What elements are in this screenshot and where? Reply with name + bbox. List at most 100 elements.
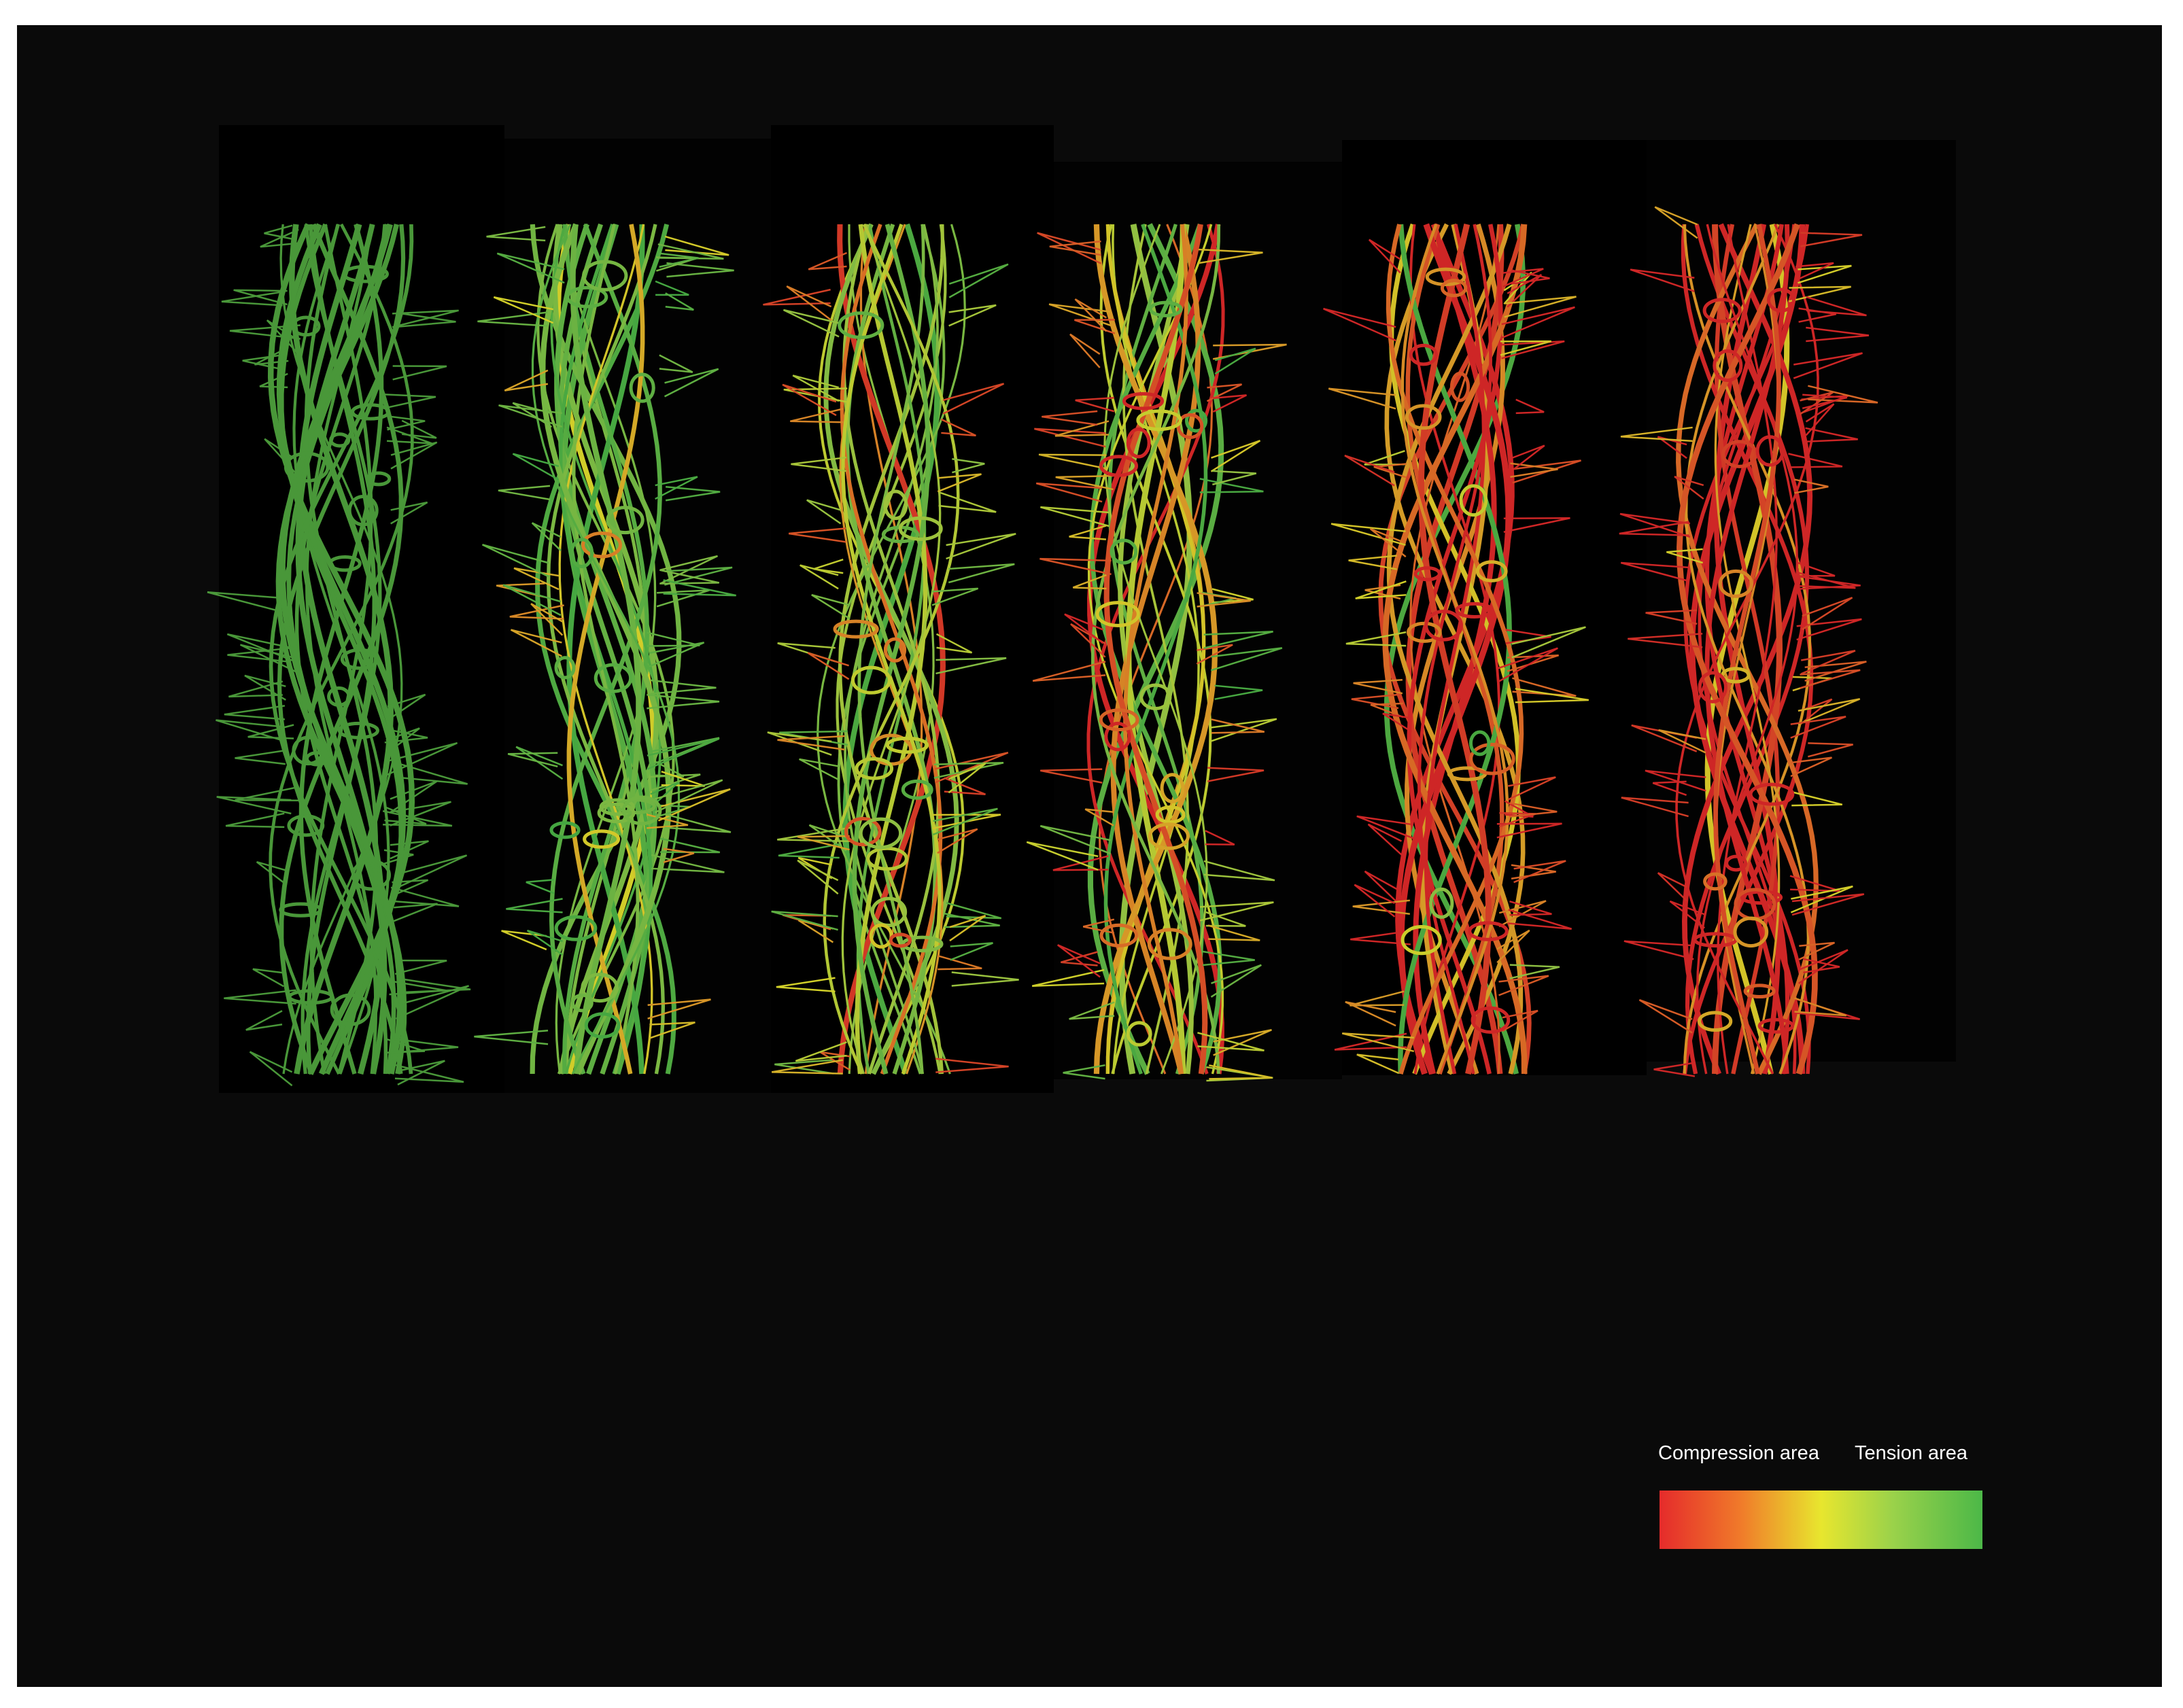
spike: [788, 527, 846, 543]
spike: [1800, 698, 1833, 725]
spike: [1351, 693, 1399, 710]
spike: [260, 228, 299, 248]
spike: [1619, 512, 1691, 538]
spike: [1052, 855, 1109, 871]
spike: [1197, 592, 1251, 608]
spike: [1348, 555, 1397, 570]
spike: [1356, 1053, 1399, 1075]
stress-column: [1323, 223, 1589, 1075]
spike: [502, 584, 562, 616]
strand: [279, 223, 403, 1075]
spike: [946, 533, 1016, 560]
stress-column: [1619, 206, 1878, 1077]
cell: [329, 432, 351, 448]
spike: [387, 693, 426, 721]
spike: [1034, 428, 1106, 448]
spike: [504, 369, 549, 391]
spike: [1031, 969, 1105, 987]
spike: [392, 309, 459, 328]
spike: [221, 291, 283, 307]
spike: [1658, 729, 1706, 754]
spike: [1370, 702, 1404, 718]
spike: [1798, 941, 1836, 960]
spike: [1630, 268, 1695, 292]
spike: [1341, 1032, 1415, 1053]
spike: [400, 763, 468, 785]
spike: [1798, 949, 1849, 984]
spike: [526, 879, 555, 894]
cell: [1110, 538, 1138, 565]
strand: [817, 224, 966, 1075]
cell: [1407, 621, 1442, 643]
cell: [1095, 601, 1140, 627]
spike: [790, 408, 844, 423]
color-scale: [1660, 1491, 1982, 1549]
cell: [901, 779, 933, 800]
spike: [1501, 340, 1565, 360]
spike: [651, 854, 725, 873]
spike: [394, 1038, 459, 1053]
spike: [1212, 394, 1248, 413]
spike: [948, 563, 1015, 584]
strand: [555, 224, 657, 1075]
spike: [1209, 1064, 1273, 1080]
spike: [386, 742, 458, 776]
spike: [795, 1041, 847, 1062]
spike: [800, 564, 839, 590]
strand: [1386, 224, 1524, 1075]
strand: [1677, 223, 1818, 1075]
strand: [823, 224, 960, 1075]
cell: [1703, 872, 1728, 891]
spike: [665, 486, 721, 502]
spike: [1355, 580, 1407, 599]
cell: [1440, 279, 1468, 298]
spike: [1202, 950, 1255, 966]
spike: [1042, 410, 1098, 426]
spike: [398, 312, 456, 328]
spike: [1367, 823, 1403, 856]
spike: [1212, 470, 1257, 486]
spike: [227, 647, 290, 663]
cell: [1409, 343, 1438, 366]
cell: [584, 1012, 621, 1039]
spike: [649, 737, 720, 767]
spike: [1048, 303, 1112, 326]
cell: [1184, 408, 1208, 433]
cell: [1766, 287, 1795, 313]
cell: [594, 663, 633, 693]
spike: [1196, 644, 1233, 665]
spike: [216, 719, 283, 742]
spike: [1069, 1001, 1115, 1020]
stress-column: [763, 223, 1019, 1075]
cell: [1429, 887, 1454, 919]
spike: [1354, 884, 1396, 918]
strand: [855, 224, 928, 1075]
spike: [264, 224, 293, 240]
cell: [581, 531, 623, 559]
spike: [526, 929, 564, 956]
spike: [932, 814, 1001, 830]
spike: [1788, 453, 1843, 468]
cell: [1757, 1017, 1795, 1034]
spike: [1621, 797, 1689, 818]
spike: [664, 566, 733, 586]
spike: [1790, 756, 1832, 778]
spike: [931, 587, 979, 606]
spike: [498, 485, 551, 501]
spike: [1789, 285, 1851, 302]
spike: [216, 796, 292, 815]
strand: [1713, 224, 1781, 1075]
strand: [550, 224, 661, 1075]
spike: [254, 346, 289, 366]
cell: [870, 896, 908, 928]
spike: [506, 898, 563, 913]
spike: [252, 968, 285, 988]
spike: [1211, 588, 1254, 604]
cell: [1099, 455, 1139, 477]
spike: [1791, 893, 1865, 916]
spike: [1653, 1062, 1696, 1077]
spike: [944, 777, 986, 795]
spike: [1515, 398, 1545, 415]
spike: [940, 418, 976, 437]
